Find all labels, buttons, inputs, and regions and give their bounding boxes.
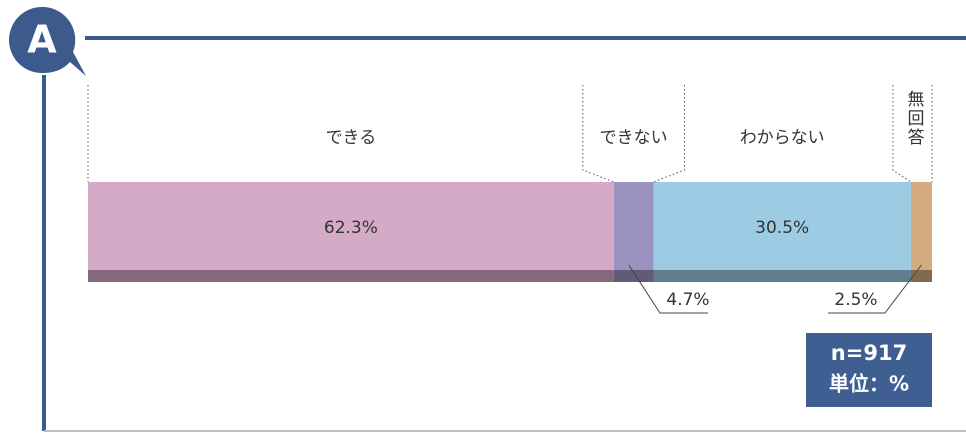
bar-segment	[613, 182, 654, 270]
note-n: n=917	[831, 341, 907, 365]
category-label: できる	[326, 128, 377, 148]
category-label: わからない	[740, 128, 825, 148]
badge-circle	[9, 7, 75, 73]
category-label: できない	[600, 128, 668, 148]
bar-shadow	[910, 270, 932, 282]
value-label: 2.5%	[834, 290, 877, 310]
bar-shadow	[88, 270, 614, 282]
bar-segment	[910, 182, 932, 270]
note-box	[806, 333, 932, 407]
value-label: 4.7%	[666, 290, 709, 310]
category-label: 無回答	[903, 90, 924, 147]
bracket	[653, 85, 685, 183]
bar-segment	[653, 182, 911, 270]
note-unit: 単位：%	[829, 372, 909, 396]
value-label: 62.3%	[324, 218, 378, 238]
bar-shadow	[653, 270, 911, 282]
leader	[628, 264, 708, 314]
bar-shadow	[613, 270, 654, 282]
bracket	[892, 85, 912, 183]
bar-segment	[88, 182, 614, 270]
bracket	[582, 85, 614, 183]
badge-label: A	[27, 18, 57, 62]
value-label: 30.5%	[755, 218, 809, 238]
leader	[828, 264, 922, 314]
